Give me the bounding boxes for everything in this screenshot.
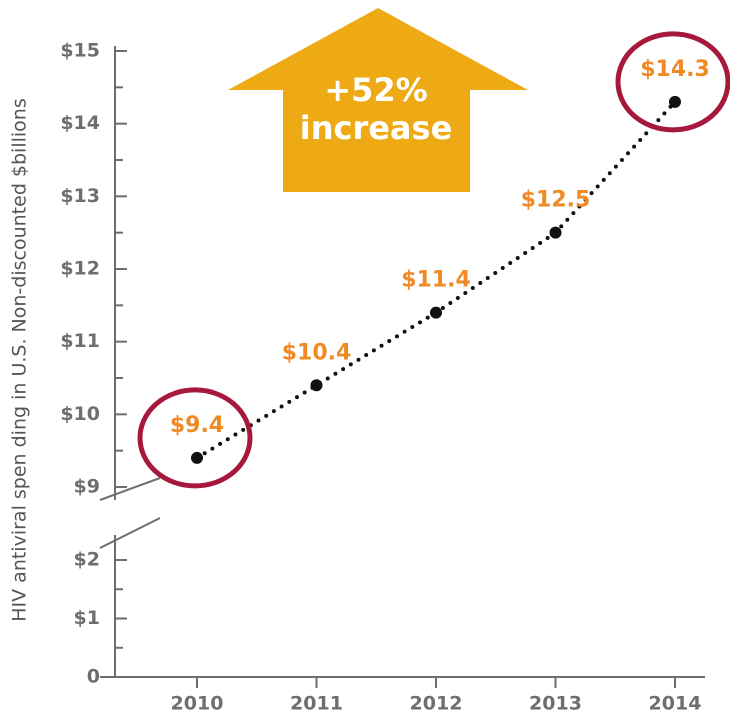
y-tick-label: $9 bbox=[74, 476, 100, 498]
x-tick-label: 2012 bbox=[410, 693, 463, 715]
x-tick-label: 2010 bbox=[171, 693, 224, 715]
y-axis-label: HIV antiviral spen ding in U.S. Non-disc… bbox=[9, 98, 31, 622]
point bbox=[191, 451, 203, 464]
data-label: $14.3 bbox=[640, 57, 710, 82]
y-tick-label: $12 bbox=[60, 258, 100, 280]
point bbox=[310, 379, 323, 392]
data-label: $12.5 bbox=[521, 188, 591, 213]
annotation: increase bbox=[300, 109, 453, 147]
annotation: +52% bbox=[324, 71, 427, 109]
y-tick-label: 0 bbox=[87, 666, 100, 688]
data-label: $10.4 bbox=[282, 340, 352, 365]
y-tick-label: $2 bbox=[74, 549, 100, 571]
point bbox=[430, 306, 442, 319]
x-tick-label: 2011 bbox=[290, 693, 343, 715]
x-tick-label: 2013 bbox=[529, 693, 582, 715]
highlight-circle bbox=[137, 387, 253, 489]
point bbox=[669, 95, 681, 108]
x-tick-label: 2014 bbox=[649, 693, 702, 715]
point bbox=[549, 226, 562, 239]
axes bbox=[99, 46, 705, 678]
y-tick-label: $13 bbox=[60, 185, 100, 207]
highlight-circle bbox=[615, 31, 730, 133]
arrow bbox=[228, 8, 528, 192]
data-label: $11.4 bbox=[401, 268, 471, 293]
y-tick-label: $15 bbox=[60, 40, 100, 62]
data-label: $9.4 bbox=[170, 413, 224, 438]
y-tick-label: $14 bbox=[60, 112, 100, 134]
y-tick-label: $1 bbox=[74, 607, 100, 629]
y-tick-label: $10 bbox=[60, 403, 100, 425]
y-tick-label: $11 bbox=[60, 330, 100, 352]
